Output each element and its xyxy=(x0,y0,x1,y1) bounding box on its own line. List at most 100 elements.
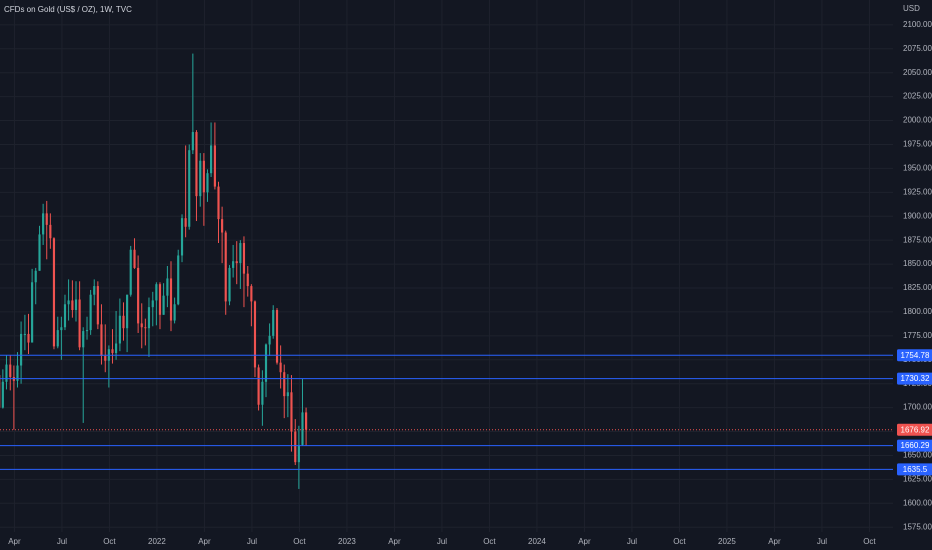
candle-body xyxy=(169,278,173,321)
x-tick-label: 2022 xyxy=(148,537,166,546)
candle-body xyxy=(20,333,23,366)
y-tick-label: 2000.00 xyxy=(903,116,932,125)
candle-body xyxy=(228,267,231,302)
candle-body xyxy=(246,273,249,287)
candle-body xyxy=(210,145,213,174)
price-level-label: 1730.32 xyxy=(901,374,930,383)
x-tick-label: Apr xyxy=(8,537,21,546)
candle-body xyxy=(100,324,103,356)
x-tick-label: Apr xyxy=(388,537,401,546)
y-tick-label: 1925.00 xyxy=(903,187,932,196)
y-tick-label: 1900.00 xyxy=(903,211,932,220)
chart-title: CFDs on Gold (US$ / OZ), 1W, TVC xyxy=(4,5,132,14)
candle-body xyxy=(74,299,78,311)
candle-body xyxy=(275,310,279,363)
price-level-label: 1754.78 xyxy=(901,351,930,360)
candle-body xyxy=(85,330,89,332)
y-tick-label: 2025.00 xyxy=(903,92,932,101)
candle-body xyxy=(67,300,70,305)
candle-body xyxy=(38,234,41,271)
candle-body xyxy=(9,364,12,377)
y-tick-label: 1650.00 xyxy=(903,451,932,460)
candle-body xyxy=(118,315,121,344)
price-level-badge xyxy=(897,372,932,385)
candle-body xyxy=(177,255,180,305)
candle-body xyxy=(239,243,242,264)
candle-body xyxy=(5,364,8,382)
candle-body xyxy=(96,286,99,325)
candle-body xyxy=(297,444,300,463)
candle-body xyxy=(147,307,151,329)
candle-body xyxy=(173,304,176,321)
candle-body xyxy=(301,412,304,445)
candle-body xyxy=(195,132,198,197)
candle-body xyxy=(202,160,205,193)
x-tick-label: Oct xyxy=(103,537,116,546)
y-tick-label: 1800.00 xyxy=(903,307,932,316)
y-tick-label: 2075.00 xyxy=(903,44,932,53)
candle-body xyxy=(71,300,74,311)
candle-body xyxy=(279,362,282,373)
x-tick-label: Jul xyxy=(627,537,637,546)
last-price-badge xyxy=(897,423,932,436)
candle-body xyxy=(272,310,275,336)
candle-body xyxy=(221,219,224,233)
price-level-label: 1635.5 xyxy=(903,465,928,474)
candle-body xyxy=(213,145,216,187)
candle-body xyxy=(191,132,194,151)
candle-body xyxy=(27,333,30,343)
candle-body xyxy=(242,243,246,274)
candle-body xyxy=(206,173,209,193)
candle-body xyxy=(115,343,118,354)
candle-body xyxy=(140,323,143,328)
y-tick-label: 1775.00 xyxy=(903,331,932,340)
candle-body xyxy=(199,160,202,197)
x-tick-label: Oct xyxy=(863,537,876,546)
candle-body xyxy=(217,186,220,220)
x-tick-label: Jul xyxy=(57,537,67,546)
y-tick-label: 1700.00 xyxy=(903,403,932,412)
candle-body xyxy=(257,367,260,405)
y-tick-label: 1850.00 xyxy=(903,259,932,268)
candle-body xyxy=(155,284,158,301)
candle-body xyxy=(52,238,56,347)
candle-body xyxy=(158,284,162,315)
price-level-badge xyxy=(897,463,932,476)
y-tick-label: 1825.00 xyxy=(903,283,932,292)
x-tick-label: Oct xyxy=(483,537,496,546)
candle-body xyxy=(144,327,147,329)
candle-body xyxy=(305,412,308,430)
candle-body xyxy=(34,270,37,283)
candle-body xyxy=(294,431,297,463)
x-tick-label: Apr xyxy=(198,537,211,546)
x-tick-label: Jul xyxy=(247,537,257,546)
y-axis-label: USD xyxy=(903,4,920,13)
candle-body xyxy=(78,299,81,348)
price-level-badge xyxy=(897,439,932,452)
x-tick-label: Oct xyxy=(673,537,686,546)
candle-body xyxy=(129,249,132,295)
candle-body xyxy=(16,365,19,381)
candle-body xyxy=(261,381,264,405)
candle-body xyxy=(133,249,136,268)
candle-body xyxy=(45,213,48,225)
candle-body xyxy=(180,218,184,256)
candle-body xyxy=(137,267,140,324)
x-tick-label: Apr xyxy=(578,537,591,546)
candle-body xyxy=(264,344,268,382)
candle-body xyxy=(184,218,187,227)
price-level-badge xyxy=(897,349,932,362)
candle-body xyxy=(290,392,293,432)
candle-body xyxy=(82,331,85,348)
candle-body xyxy=(93,286,96,295)
candle-body xyxy=(268,335,271,345)
candle-body xyxy=(31,282,34,343)
y-tick-label: 1975.00 xyxy=(903,140,932,149)
candle-body xyxy=(111,349,114,354)
candle-body xyxy=(250,286,253,302)
x-tick-label: 2024 xyxy=(528,537,546,546)
y-tick-label: 2100.00 xyxy=(903,20,932,29)
